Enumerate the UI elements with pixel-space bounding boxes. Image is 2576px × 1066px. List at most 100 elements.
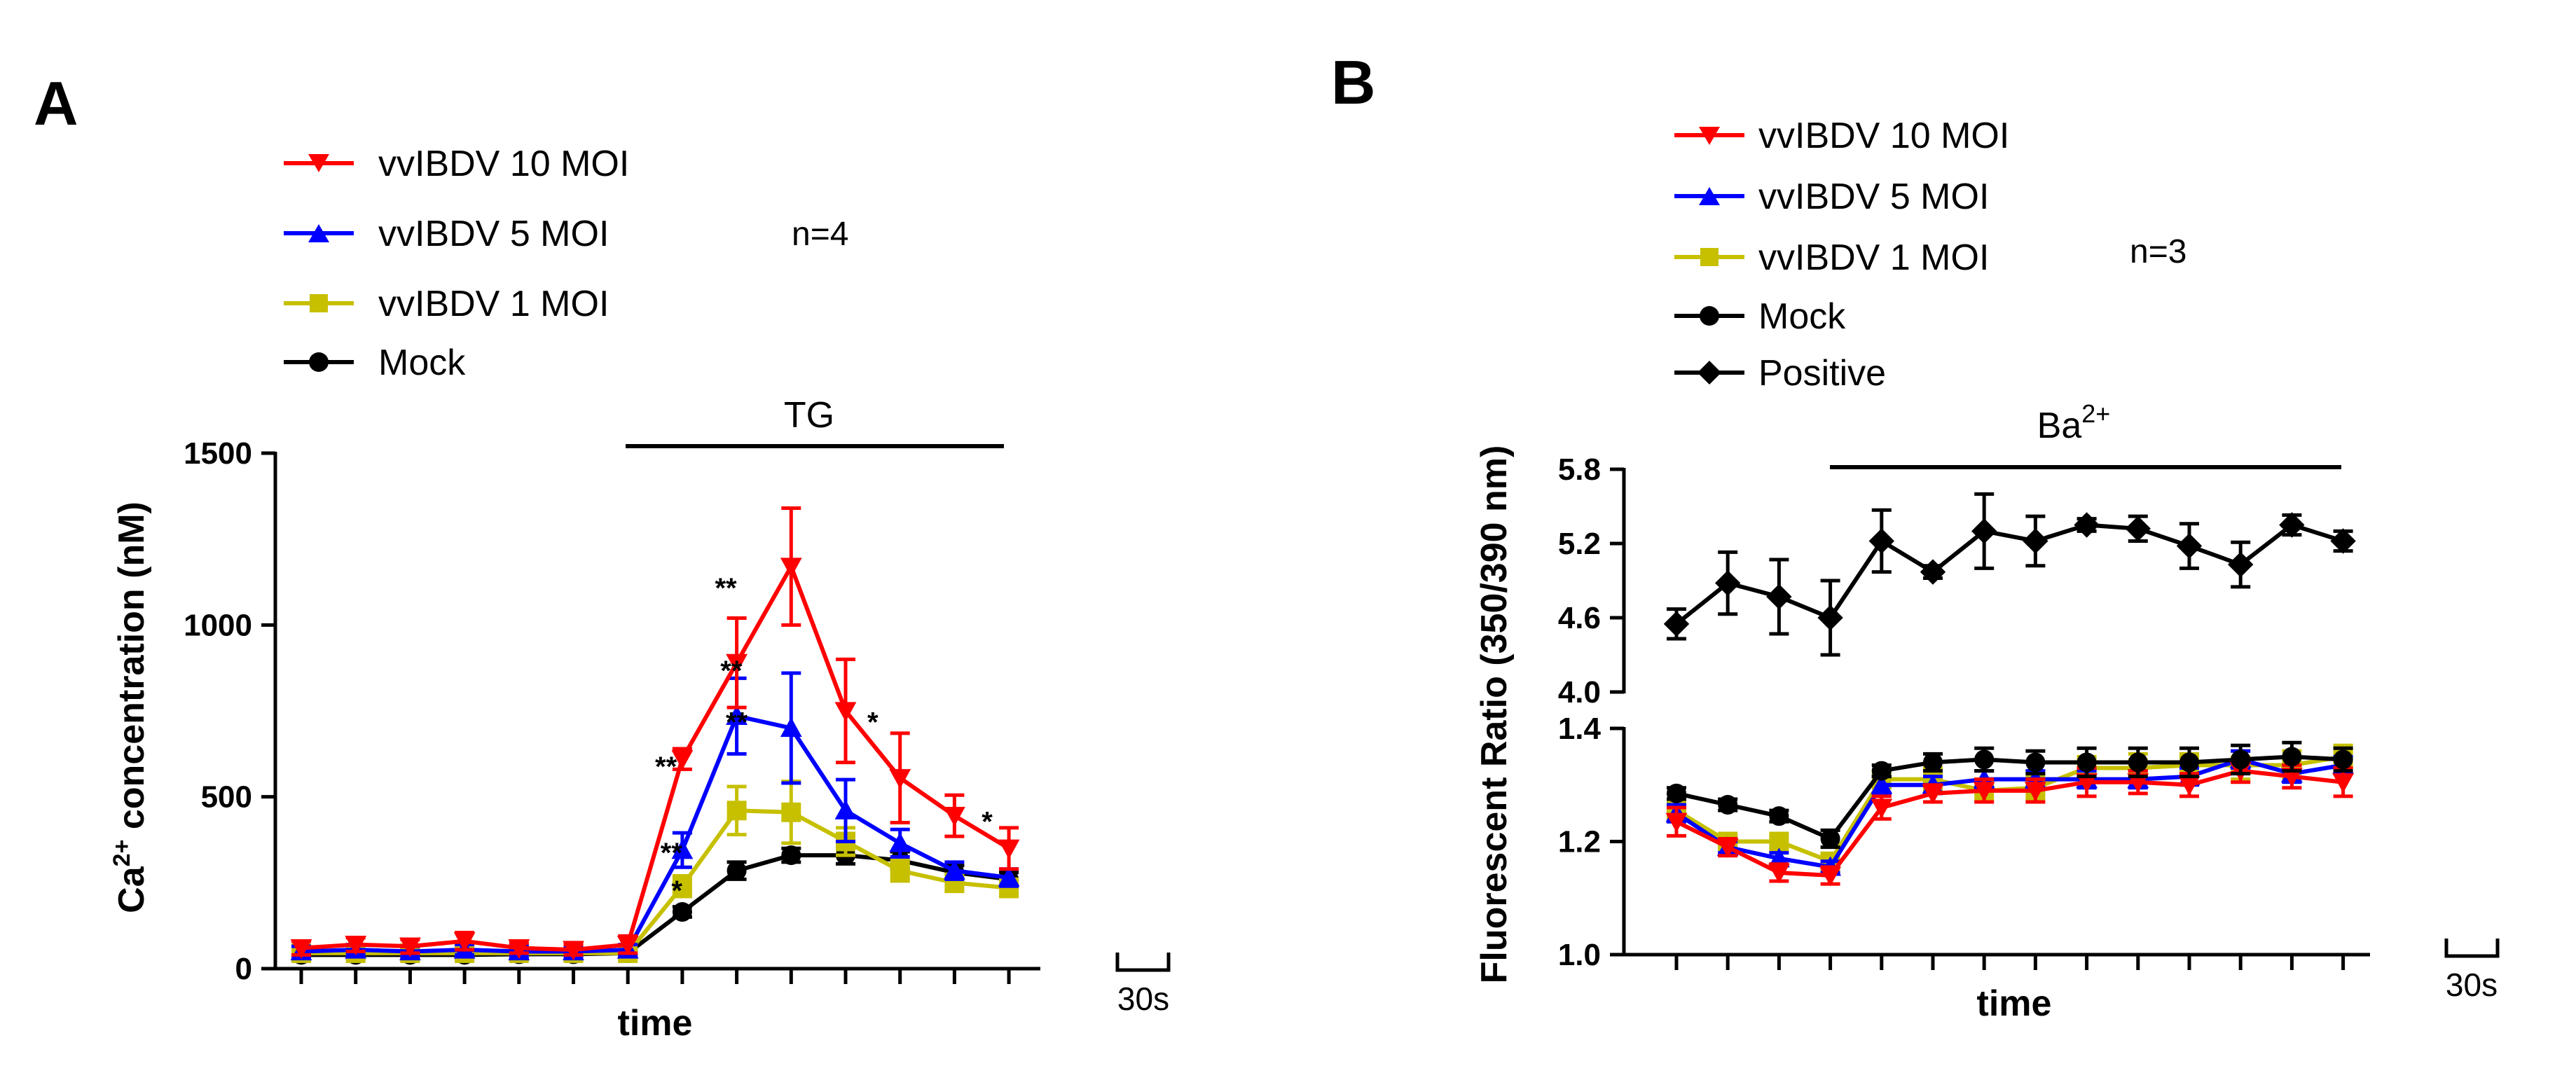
data-point bbox=[726, 801, 747, 821]
panel-b-x-ticks bbox=[1674, 955, 2346, 970]
legend-label-vvibdv-1: vvIBDV 1 MOI bbox=[1758, 237, 1989, 278]
series-line bbox=[301, 561, 1010, 953]
data-point bbox=[617, 936, 639, 956]
legend-item-positive: Positive bbox=[1674, 353, 1886, 394]
data-point bbox=[2279, 512, 2305, 538]
legend-label-vvibdv-10: vvIBDV 10 MOI bbox=[1758, 116, 2009, 156]
data-point bbox=[1871, 761, 1892, 781]
data-point bbox=[1769, 806, 1789, 826]
panel-a-x-ticks bbox=[299, 969, 1011, 984]
panel-a-significance-stars: *********** ** bbox=[655, 573, 993, 906]
y-tick-label: 1.2 bbox=[1558, 825, 1601, 859]
legend-label-mock: Mock bbox=[378, 342, 466, 383]
panel-b-y-ticks: 4.0 4.6 5.2 5.8 1.0 1.2 1.4 bbox=[1558, 452, 1624, 972]
panel-a-y-axis-label: Ca2+ concentration (nM) bbox=[109, 501, 152, 913]
significance-star: ** bbox=[715, 573, 737, 604]
data-point bbox=[1974, 749, 1995, 770]
data-point bbox=[2025, 782, 2046, 802]
panel-b: B vvIBDV 10 MOI vvIBDV 5 MOI vvIBDV 1 MO… bbox=[1331, 48, 2500, 1024]
data-point bbox=[834, 702, 857, 722]
data-point bbox=[780, 558, 802, 578]
panel-b-y-axis-label: Fluorescent Ratio (350/390 nm) bbox=[1474, 445, 1515, 984]
data-point bbox=[2330, 528, 2356, 554]
data-point bbox=[2176, 533, 2203, 559]
data-point bbox=[290, 939, 312, 959]
data-point bbox=[1923, 752, 1943, 773]
data-point bbox=[2125, 515, 2151, 541]
data-point bbox=[671, 750, 694, 770]
data-point bbox=[1922, 784, 1944, 805]
significance-star: ** bbox=[726, 707, 748, 738]
data-point bbox=[2076, 752, 2097, 773]
data-point bbox=[2282, 747, 2302, 767]
panel-b-x-axis-label: time bbox=[1977, 983, 2052, 1024]
legend-item-vvibdv-10: vvIBDV 10 MOI bbox=[284, 144, 629, 184]
legend-label-vvibdv-5: vvIBDV 5 MOI bbox=[1758, 176, 1989, 217]
triangle-down-marker-icon bbox=[1699, 127, 1720, 145]
y-tick-label: 4.0 bbox=[1558, 675, 1601, 709]
series-line bbox=[301, 713, 1010, 954]
data-point bbox=[944, 859, 965, 880]
significance-star: * bbox=[671, 875, 682, 906]
data-point bbox=[563, 941, 584, 961]
significance-star: * bbox=[867, 707, 879, 738]
data-point bbox=[1768, 864, 1790, 884]
legend-item-vvibdv-5: vvIBDV 5 MOI bbox=[1674, 176, 1989, 217]
data-point bbox=[890, 861, 910, 881]
y-tick-label: 1.4 bbox=[1558, 712, 1602, 746]
y-tick-label: 4.6 bbox=[1558, 601, 1601, 635]
data-point bbox=[2178, 776, 2200, 796]
data-point bbox=[672, 902, 692, 922]
significance-star: ** bbox=[720, 656, 743, 686]
circle-marker-icon bbox=[1700, 306, 1719, 326]
diamond-marker-icon bbox=[1697, 361, 1721, 385]
panel-a-scale-label: 30s bbox=[1117, 981, 1169, 1017]
legend-item-vvibdv-1: vvIBDV 1 MOI bbox=[284, 284, 609, 324]
data-point bbox=[2179, 752, 2199, 773]
legend-label-vvibdv-1: vvIBDV 1 MOI bbox=[378, 284, 609, 324]
scale-bracket-icon bbox=[2444, 939, 2500, 958]
panel-a: A vvIBDV 10 MOI vvIBDV 5 MOI vvIBDV 1 MO… bbox=[34, 69, 1171, 1044]
tg-treatment-label: TG bbox=[784, 395, 834, 436]
scale-bracket-icon bbox=[1115, 953, 1171, 972]
data-point bbox=[889, 832, 911, 852]
data-point bbox=[1766, 583, 1792, 610]
significance-star: * bbox=[982, 807, 993, 838]
triangle-down-marker-icon bbox=[308, 154, 329, 172]
significance-star: ** bbox=[661, 838, 683, 868]
panel-a-plot-area bbox=[290, 506, 1020, 965]
panel-b-scale-label: 30s bbox=[2446, 967, 2498, 1003]
data-point bbox=[1667, 783, 1686, 803]
panel-a-legend: vvIBDV 10 MOI vvIBDV 5 MOI vvIBDV 1 MOI … bbox=[284, 144, 629, 383]
data-point bbox=[726, 705, 748, 725]
data-point bbox=[2228, 551, 2254, 578]
data-point bbox=[998, 839, 1020, 859]
data-point bbox=[1868, 528, 1894, 554]
data-point bbox=[1718, 795, 1738, 815]
data-point bbox=[1817, 604, 1843, 631]
data-point bbox=[1663, 611, 1690, 637]
data-point bbox=[453, 932, 476, 953]
panel-b-n-label: n=3 bbox=[2130, 233, 2186, 270]
legend-item-vvibdv-1: vvIBDV 1 MOI bbox=[1674, 237, 1989, 278]
series-mock bbox=[1667, 740, 2353, 850]
series-positive bbox=[1663, 492, 2356, 657]
data-point bbox=[672, 876, 692, 897]
data-point bbox=[1871, 774, 1893, 794]
legend-label-mock: Mock bbox=[1758, 296, 1846, 337]
legend-item-mock: Mock bbox=[284, 342, 466, 383]
y-tick-label: 5.2 bbox=[1558, 527, 1601, 561]
data-point bbox=[726, 861, 747, 881]
data-point bbox=[780, 717, 802, 738]
data-point bbox=[399, 937, 421, 957]
panel-b-scale-bar: 30s bbox=[2444, 939, 2500, 1003]
panel-a-n-label: n=4 bbox=[792, 216, 848, 253]
y-tick-label: 1500 bbox=[184, 436, 252, 471]
data-point bbox=[2332, 773, 2354, 794]
data-point bbox=[1819, 866, 1841, 887]
series-vvibdv-10-moi bbox=[290, 506, 1020, 961]
data-point bbox=[2128, 752, 2148, 773]
data-point bbox=[726, 653, 748, 674]
data-point bbox=[2023, 528, 2048, 554]
